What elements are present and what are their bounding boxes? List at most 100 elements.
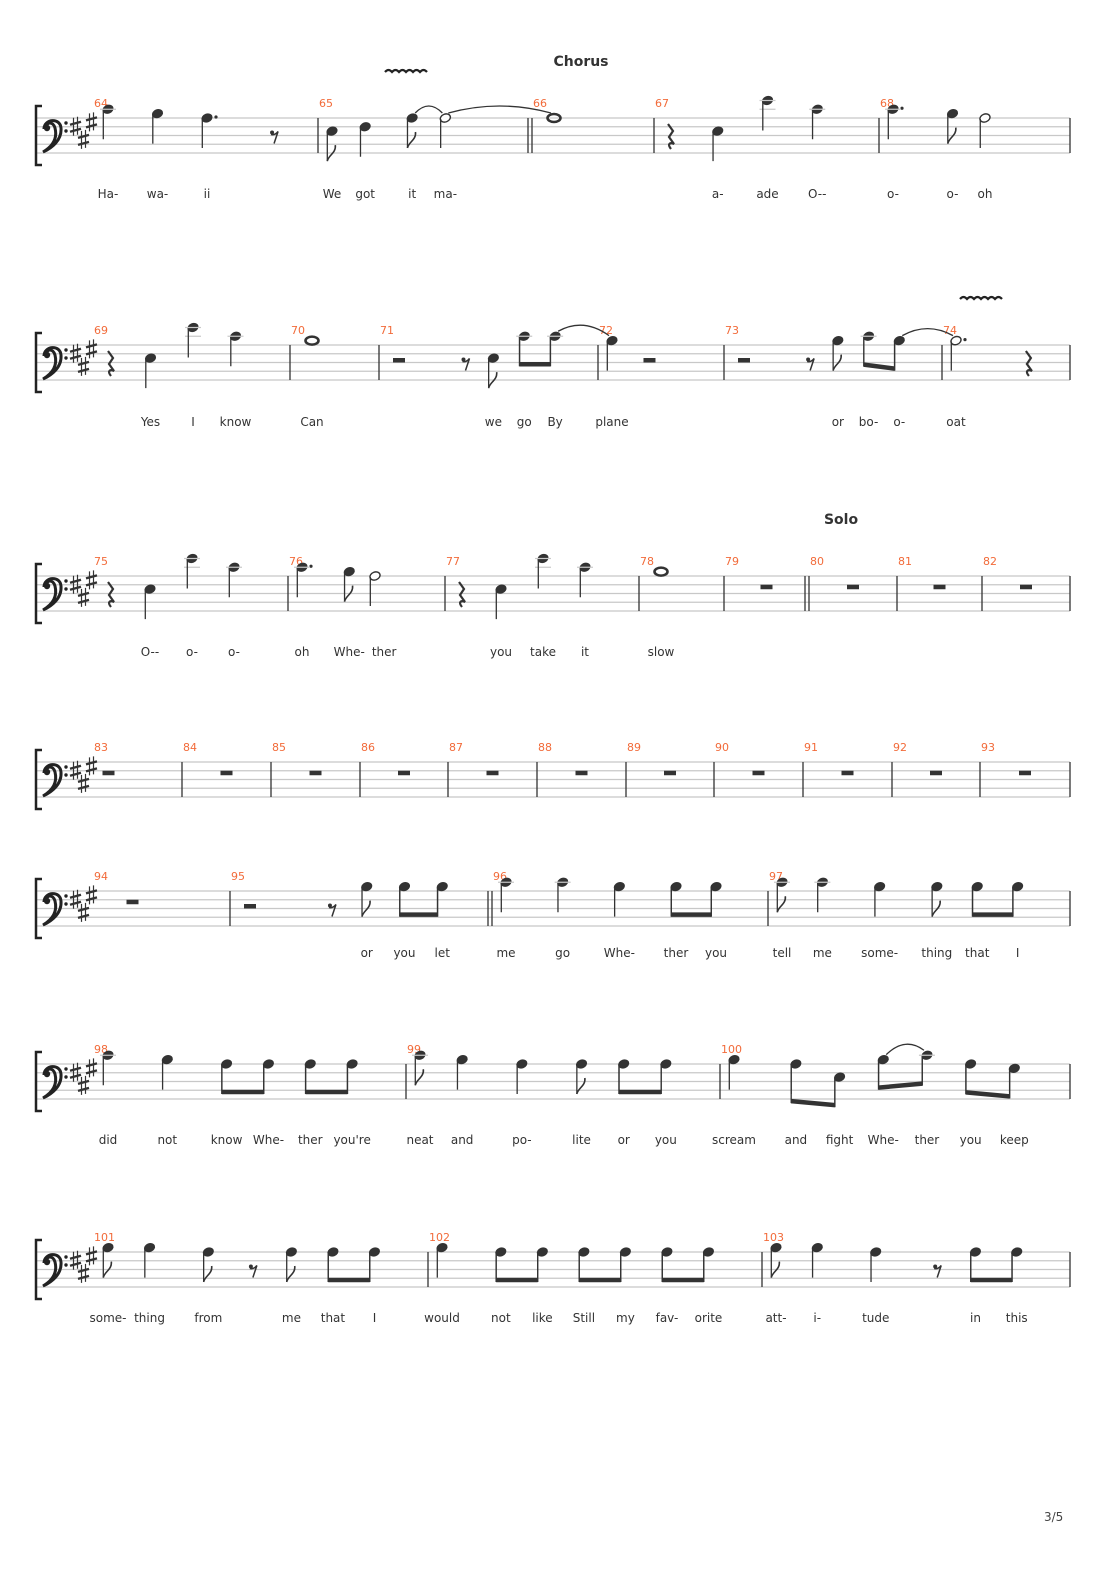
whole-rest	[486, 770, 499, 776]
lyric-syllable: Ha-	[98, 187, 119, 201]
bass-clef-icon	[42, 1065, 68, 1100]
lyric-syllable: Whe-	[334, 645, 365, 659]
measure-number: 93	[981, 741, 995, 754]
eighth-flag	[576, 1077, 586, 1095]
whole-rest	[847, 584, 859, 590]
measure: 78 slow	[638, 555, 675, 659]
note: oat	[946, 335, 967, 429]
sharp-bar	[77, 591, 90, 598]
lyric-syllable: I	[1016, 946, 1020, 960]
measure: 84	[181, 741, 233, 797]
lyric-syllable: it	[581, 645, 589, 659]
note: it	[406, 113, 418, 201]
note: some-	[90, 1243, 127, 1325]
dot	[309, 564, 313, 568]
quarter-rest	[458, 581, 466, 608]
lyric-syllable: I	[191, 415, 195, 429]
measure: 82	[981, 555, 1032, 611]
measure: 87	[447, 741, 499, 797]
note: oh	[977, 113, 992, 201]
eighth-flag	[947, 127, 957, 144]
note: o-	[947, 109, 958, 201]
sharp-bar	[77, 598, 90, 605]
whole-note-head	[304, 335, 320, 346]
lyric-syllable: scream	[712, 1133, 756, 1147]
sharp-bar	[85, 760, 98, 766]
note: it	[577, 562, 593, 659]
measure: 88	[536, 741, 588, 797]
measure: 74 oat	[941, 324, 1033, 429]
eighth-rest-dot	[327, 903, 332, 908]
lyric-syllable: i-	[813, 1311, 821, 1325]
note: got	[355, 122, 375, 201]
clef-dot	[43, 351, 51, 359]
lyric-syllable: bo-	[859, 415, 879, 429]
lyric-syllable: got	[355, 187, 375, 201]
note: tude	[862, 1247, 889, 1325]
lyric-syllable: take	[530, 645, 556, 659]
measure: 80 Solo	[804, 512, 859, 611]
sharp-bar	[69, 900, 82, 906]
note: O--	[808, 104, 826, 201]
measure-number: 69	[94, 324, 108, 337]
lyric-syllable: my	[616, 1311, 635, 1325]
whole-note-head	[653, 566, 669, 577]
clef-dot	[64, 129, 68, 133]
lyric-syllable: it	[408, 187, 416, 201]
eighth-flag	[285, 1265, 296, 1283]
eighth-flag	[361, 900, 371, 917]
measure-number: 100	[721, 1043, 742, 1056]
lyric-syllable: not	[157, 1133, 177, 1147]
sharp-bar	[85, 581, 98, 587]
lyric-syllable: oh	[295, 645, 310, 659]
note: thing	[921, 882, 952, 960]
sharp-bar	[69, 1073, 82, 1079]
lyric-syllable: oat	[946, 415, 966, 429]
note: I	[185, 322, 201, 429]
note: you	[705, 882, 727, 960]
measure-number: 75	[94, 555, 108, 568]
note: you	[490, 584, 512, 659]
note: know	[220, 331, 252, 429]
system-bracket	[34, 877, 42, 940]
whole-rest	[1019, 770, 1031, 776]
lyric-syllable: O--	[141, 645, 159, 659]
measure: 70 Can	[289, 324, 324, 429]
note: I	[368, 1247, 381, 1325]
lyric-syllable: you're	[333, 1133, 370, 1147]
lyric-syllable: ma-	[434, 187, 457, 201]
note: know	[211, 1059, 264, 1147]
lyric-syllable: some-	[90, 1311, 127, 1325]
sharp-bar	[69, 1261, 82, 1267]
sharp-bar	[69, 578, 82, 584]
note: slow	[648, 566, 675, 659]
lyric-syllable: ther	[372, 645, 397, 659]
measure-number: 77	[446, 555, 460, 568]
half-rest	[393, 358, 405, 363]
note: or	[618, 1059, 662, 1147]
measure: 100 scream and fight Whe-ther you keep	[712, 1043, 1029, 1147]
note: Yes	[140, 353, 160, 429]
lyric-syllable: lite	[572, 1133, 591, 1147]
whole-rest	[933, 584, 946, 590]
measure: 93	[979, 741, 1031, 797]
quarter-rest	[107, 350, 115, 377]
eighth-rest	[934, 1265, 942, 1278]
sharp-bar	[77, 133, 90, 140]
clef-dot	[43, 124, 51, 132]
measure-number: 85	[272, 741, 286, 754]
system-bracket	[34, 562, 42, 625]
note: me	[813, 877, 832, 960]
sharp-bar	[77, 906, 90, 913]
measure-number: 87	[449, 741, 463, 754]
clef-dot	[43, 768, 51, 776]
bass-clef-icon	[42, 892, 68, 927]
tie	[901, 327, 954, 337]
note: or	[361, 882, 373, 960]
sharp-bar	[77, 360, 90, 367]
lyric-syllable: o-	[228, 645, 240, 659]
lyric-syllable: or	[832, 415, 844, 429]
dot	[900, 106, 904, 110]
note: orite	[695, 1247, 722, 1325]
